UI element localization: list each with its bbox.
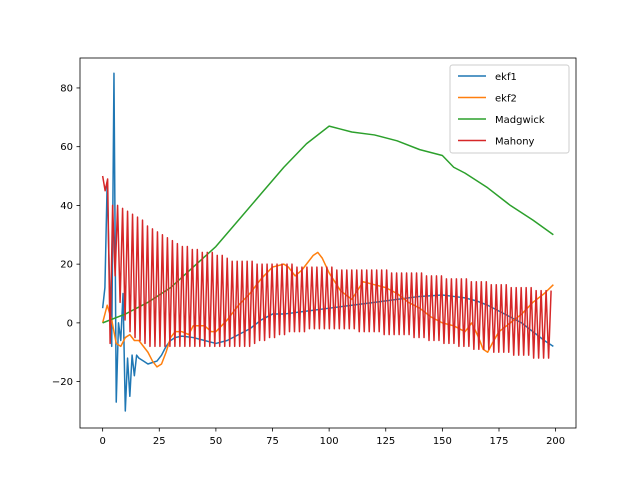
- x-tick-label: 175: [489, 436, 508, 447]
- legend-label-ekf2: ekf2: [495, 94, 517, 105]
- series-line-mahony: [101, 175, 552, 359]
- legend-label-ekf1: ekf1: [495, 72, 517, 83]
- x-tick-label: 100: [320, 436, 339, 447]
- y-tick-label: 0: [67, 318, 73, 329]
- x-tick-label: 75: [266, 436, 279, 447]
- x-tick-label: 150: [433, 436, 452, 447]
- legend: ekf1 ekf2 Madgwick Mahony: [449, 64, 570, 154]
- axis-layer: 0 25 50 75 100 125 150 175 200 −20 0 20 40 60 80: [52, 83, 565, 447]
- y-tick-label: 40: [60, 201, 73, 212]
- series-layer: [101, 72, 554, 412]
- x-tick-label: 25: [153, 436, 166, 447]
- legend-label-madgwick: Madgwick: [495, 115, 545, 126]
- y-tick-label: 60: [60, 142, 73, 153]
- x-tick-label: 125: [376, 436, 395, 447]
- y-tick-label: 80: [60, 83, 73, 94]
- plot-frame: [79, 57, 577, 429]
- legend-box: [449, 64, 570, 154]
- series-line-madgwick: [102, 125, 554, 324]
- y-tick-label: 20: [60, 260, 73, 271]
- x-tick-label: 0: [99, 436, 105, 447]
- series-line-ekf1: [101, 72, 554, 412]
- y-tick-label: −20: [52, 377, 73, 388]
- legend-label-mahony: Mahony: [495, 137, 535, 148]
- x-tick-label: 200: [546, 436, 565, 447]
- x-tick-label: 50: [210, 436, 223, 447]
